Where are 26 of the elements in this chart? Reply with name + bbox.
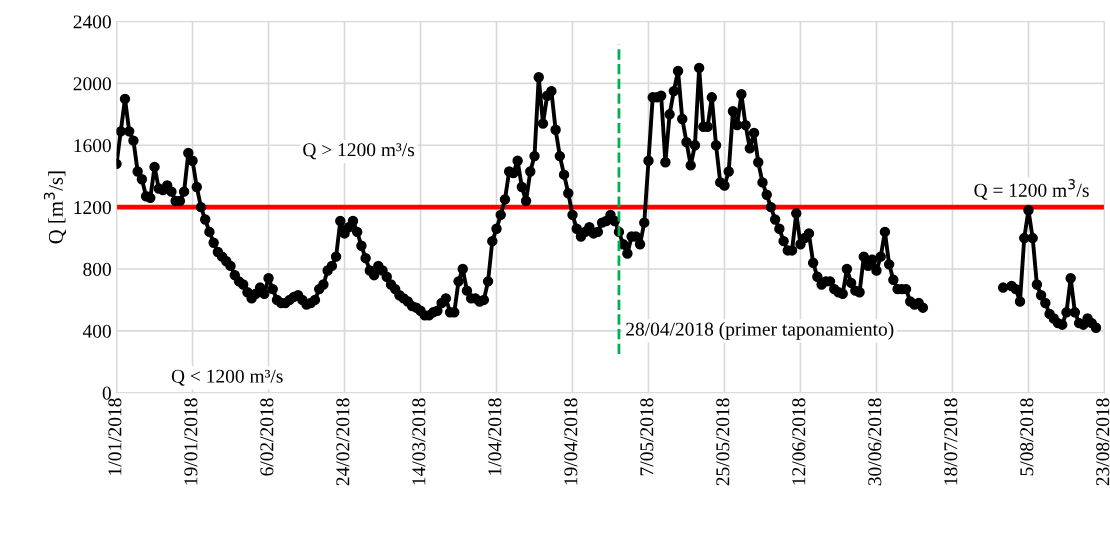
y-tick-label: 1200: [74, 200, 111, 215]
x-tick-label: 7/05/2018: [640, 398, 654, 476]
y-axis-title: Q [m$^{3}$/s]: [43, 171, 67, 244]
x-tick-label: 1/01/2018: [108, 398, 122, 475]
x-tick-label: 24/02/2018: [336, 398, 350, 486]
y-tick-label: 2000: [73, 77, 111, 91]
y-tick-label: 800: [83, 262, 111, 276]
x-tick-label: 14/03/2018: [412, 398, 426, 485]
x-tick-label: 19/01/2018: [184, 398, 198, 485]
y-tick-label: 0: [102, 386, 111, 400]
x-tick-label: 1/04/2018: [488, 398, 502, 475]
y-tick-label: 400: [82, 324, 111, 338]
x-tick-label: 19/04/2018: [564, 398, 578, 485]
x-tick-label: 5/08/2018: [1020, 398, 1034, 476]
x-tick-label: 30/06/2018: [868, 398, 882, 486]
x-tick-label: 12/06/2018: [792, 398, 806, 485]
annotation: Q < 1200 m³/s: [171, 369, 283, 386]
x-tick-label: 6/02/2018: [260, 398, 274, 476]
x-tick-label: 18/07/2018: [944, 398, 958, 485]
y-tick-label: 2400: [73, 15, 111, 29]
annotation: Q > 1200 m³/s: [303, 143, 415, 160]
y-tick-label: 1600: [74, 139, 111, 153]
x-tick-label: 25/05/2018: [716, 398, 730, 486]
ref-line-label: 28/04/2018 (primer taponamiento): [626, 322, 894, 340]
ref-line-label: Q = 1200 m$^{3}$/s: [974, 179, 1089, 200]
x-tick-label: 23/08/2018: [1096, 398, 1110, 486]
